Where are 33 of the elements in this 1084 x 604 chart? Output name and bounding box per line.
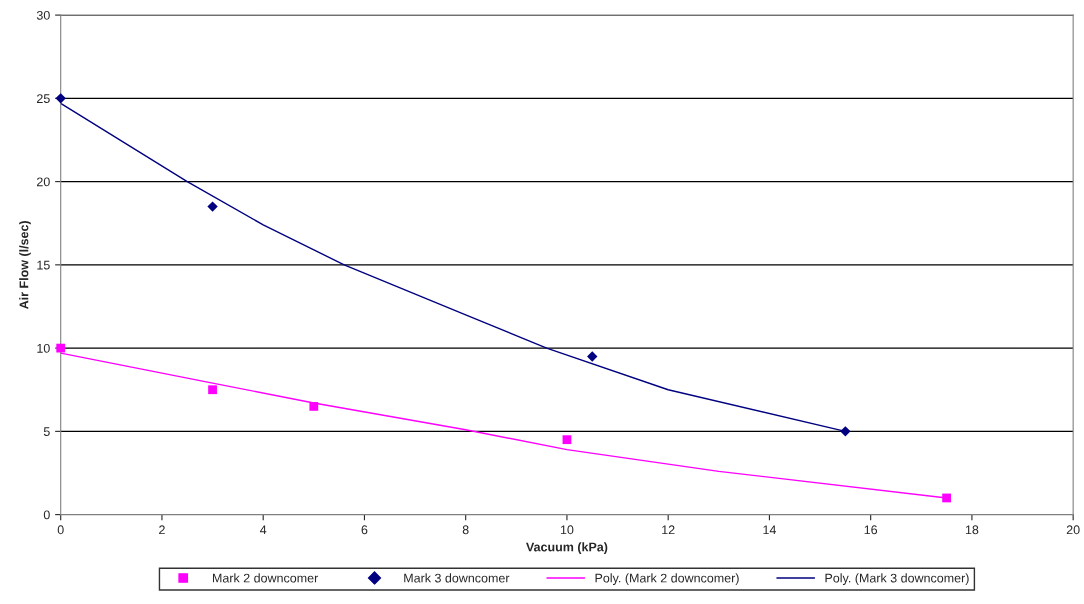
- y-tick-label: 5: [43, 427, 50, 437]
- x-tick-label: 8: [462, 525, 469, 535]
- x-tick-label: 16: [864, 525, 878, 535]
- point: [587, 351, 598, 362]
- x-tick-label: 2: [159, 525, 165, 535]
- legend-label: Mark 3 downcomer: [404, 573, 510, 583]
- x-tick-label: 10: [560, 525, 574, 535]
- y-axis-title: Air Flow (l/sec): [19, 221, 31, 309]
- legend-label: Mark 2 downcomer: [212, 573, 319, 583]
- point: [942, 493, 951, 503]
- x-tick-label: 18: [965, 525, 979, 535]
- y-tick-label: 10: [37, 343, 50, 353]
- point: [840, 426, 851, 437]
- legend-label: Poly. (Mark 3 downcomer): [825, 573, 969, 585]
- legend-label: Poly. (Mark 2 downcomer): [595, 573, 739, 585]
- point: [56, 343, 66, 353]
- y-tick-label: 0: [43, 510, 50, 520]
- point: [55, 93, 66, 104]
- point: [562, 435, 572, 445]
- point: [208, 385, 217, 395]
- y-tick-label: 15: [37, 260, 50, 270]
- y-tick-label: 20: [37, 177, 50, 187]
- y-tick-label: 25: [37, 94, 50, 103]
- x-tick-label: 12: [662, 525, 675, 535]
- x-tick-label: 0: [57, 525, 64, 535]
- x-tick-label: 20: [1066, 525, 1080, 535]
- x-tick-label: 14: [763, 525, 777, 535]
- point: [309, 401, 319, 411]
- point: [207, 201, 218, 212]
- x-tick-label: 4: [260, 525, 267, 535]
- x-tick-label: 6: [361, 525, 368, 535]
- x-axis-title: Vacuum (kPa): [526, 542, 608, 554]
- y-tick-label: 30: [36, 10, 50, 20]
